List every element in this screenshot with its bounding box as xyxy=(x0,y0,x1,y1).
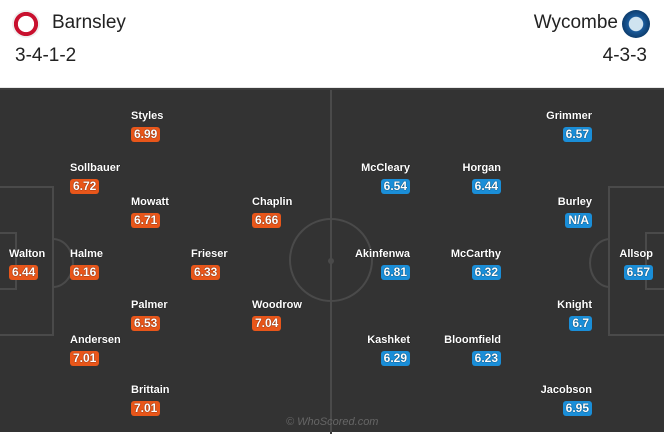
player-rating-badge: 6.44 xyxy=(471,179,501,194)
player-rating-badge: 6.7 xyxy=(569,316,592,331)
player-rating-badge: 6.33 xyxy=(191,265,221,280)
player-name: Palmer xyxy=(131,299,168,311)
home-player[interactable]: Halme 6.16 xyxy=(70,248,103,280)
away-player[interactable]: Bloomfield 6.23 xyxy=(444,334,501,366)
right-six-yard-box xyxy=(645,232,664,290)
player-rating-badge: 6.71 xyxy=(131,213,161,228)
player-rating-badge: 6.57 xyxy=(562,127,592,142)
player-rating-badge: 7.01 xyxy=(131,401,161,416)
match-header: Barnsley 3-4-1-2 Wycombe 4-3-3 xyxy=(0,0,664,88)
center-spot xyxy=(328,258,334,264)
away-player[interactable]: McCarthy 6.32 xyxy=(451,248,501,280)
away-player[interactable]: Kashket 6.29 xyxy=(367,334,410,366)
whoscored-watermark: © WhoScored.com xyxy=(286,416,379,428)
home-formation: 3-4-1-2 xyxy=(15,45,77,66)
player-name: Knight xyxy=(557,299,592,311)
home-player[interactable]: Walton 6.44 xyxy=(9,248,45,280)
home-player[interactable]: Palmer 6.53 xyxy=(131,299,168,331)
player-name: Akinfenwa xyxy=(354,248,410,260)
player-rating-badge: 6.23 xyxy=(471,351,501,366)
player-rating-badge: 6.54 xyxy=(380,179,410,194)
home-player[interactable]: Mowatt 6.71 xyxy=(131,196,169,228)
player-name: Horgan xyxy=(462,162,502,174)
home-player[interactable]: Frieser 6.33 xyxy=(191,248,228,280)
player-rating-badge: 7.04 xyxy=(252,316,282,331)
player-name: Chaplin xyxy=(252,196,293,208)
player-name: Mowatt xyxy=(131,196,169,208)
player-rating-badge: 6.57 xyxy=(623,265,653,280)
player-name: Sollbauer xyxy=(70,162,121,174)
away-player[interactable]: Allsop 6.57 xyxy=(619,248,653,280)
pitch xyxy=(0,88,664,434)
player-name: Kashket xyxy=(367,334,410,346)
away-player[interactable]: Horgan 6.44 xyxy=(462,162,502,194)
player-name: Styles xyxy=(131,110,164,122)
barnsley-crest-icon xyxy=(12,10,40,38)
wycombe-crest-icon xyxy=(622,10,650,38)
home-team-name[interactable]: Barnsley xyxy=(52,12,126,33)
player-name: Halme xyxy=(70,248,104,260)
left-six-yard-box xyxy=(0,232,17,290)
player-rating-badge: 6.81 xyxy=(380,265,410,280)
away-player[interactable]: Burley N/A xyxy=(558,196,592,228)
away-player[interactable]: Akinfenwa 6.81 xyxy=(355,248,410,280)
player-name: Burley xyxy=(557,196,592,208)
player-name: Woodrow xyxy=(252,299,302,311)
player-name: Frieser xyxy=(191,248,228,260)
home-player[interactable]: Woodrow 7.04 xyxy=(252,299,302,331)
player-name: Jacobson xyxy=(540,384,592,396)
player-rating-badge: 6.53 xyxy=(131,316,161,331)
home-player[interactable]: Sollbauer 6.72 xyxy=(70,162,120,194)
player-rating-badge: 7.01 xyxy=(70,351,100,366)
player-name: Brittain xyxy=(131,384,170,396)
away-formation: 4-3-3 xyxy=(602,45,647,66)
player-name: McCleary xyxy=(361,162,410,174)
player-rating-badge: 6.44 xyxy=(9,265,39,280)
player-rating-badge: 6.95 xyxy=(562,401,592,416)
player-rating-badge: 6.16 xyxy=(70,265,100,280)
away-player[interactable]: McCleary 6.54 xyxy=(361,162,410,194)
away-player[interactable]: Jacobson 6.95 xyxy=(541,384,592,416)
player-name: Walton xyxy=(9,248,46,260)
player-rating-badge: 6.66 xyxy=(252,213,282,228)
player-rating-badge: 6.32 xyxy=(471,265,501,280)
player-name: Allsop xyxy=(619,248,653,260)
player-name: McCarthy xyxy=(450,248,501,260)
player-rating-badge: N/A xyxy=(565,213,592,228)
home-player[interactable]: Brittain 7.01 xyxy=(131,384,170,416)
home-player[interactable]: Styles 6.99 xyxy=(131,110,163,142)
away-team-name[interactable]: Wycombe xyxy=(533,12,618,33)
player-name: Andersen xyxy=(70,334,121,346)
home-player[interactable]: Chaplin 6.66 xyxy=(252,196,292,228)
player-rating-badge: 6.29 xyxy=(380,351,410,366)
player-rating-badge: 6.99 xyxy=(131,127,161,142)
center-circle xyxy=(289,218,373,302)
right-penalty-box xyxy=(608,186,664,336)
left-penalty-box xyxy=(0,186,54,336)
away-player[interactable]: Grimmer 6.57 xyxy=(546,110,592,142)
away-player[interactable]: Knight 6.7 xyxy=(557,299,592,331)
player-name: Grimmer xyxy=(546,110,592,122)
player-name: Bloomfield xyxy=(444,334,501,346)
home-player[interactable]: Andersen 7.01 xyxy=(70,334,121,366)
player-rating-badge: 6.72 xyxy=(70,179,100,194)
